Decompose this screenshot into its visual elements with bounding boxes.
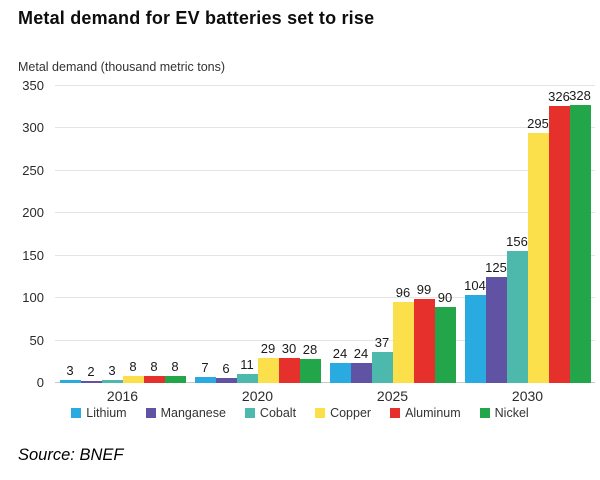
legend-color-swatch [315,408,326,418]
x-tick-label-2030: 2030 [511,388,544,404]
bar-value-label: 156 [506,233,528,249]
bar-value-label: 96 [395,284,411,300]
bar-value-label: 30 [281,340,297,356]
legend-item-nickel: Nickel [479,406,529,420]
bar-lithium-2016: 3 [59,363,81,383]
bar-value-label: 328 [569,87,591,103]
bar-cobalt-2030: 156 [506,234,528,383]
x-tick-label-2016: 2016 [106,388,139,404]
bar-lithium-2030: 104 [464,278,486,383]
legend-label: Aluminum [405,406,461,420]
y-tick-label: 200 [22,205,44,221]
y-tick-label: 250 [22,162,44,178]
y-tick-label: 300 [22,120,44,136]
bar-copper-2025: 96 [392,285,414,383]
gridline-y-50 [55,339,595,341]
bar-value-label: 29 [260,341,276,357]
bar-value-label: 11 [240,356,254,372]
bar-value-label: 104 [464,277,486,293]
gridline-y-300 [55,127,595,129]
bar-group-2025: 24 24 37 96 99 90 [325,282,460,383]
legend-label: Nickel [494,406,529,420]
legend-label: Cobalt [259,406,297,420]
page-title: Metal demand for EV batteries set to ris… [18,8,375,28]
legend-item-lithium: Lithium [71,406,127,420]
bar-value-label: 8 [171,359,179,375]
gridline-y-100 [55,297,595,299]
y-tick-label: 0 [36,375,44,390]
legend-color-swatch [71,408,82,418]
legend-item-cobalt: Cobalt [244,406,297,420]
bar-nickel-2020: 28 [299,342,321,383]
bar-nickel-2025: 90 [434,290,456,383]
legend-color-swatch [244,408,255,418]
y-tick-label: 150 [22,247,44,263]
gridline-y-250 [55,169,595,171]
bar-value-label: 90 [437,289,453,305]
y-tick-label: 50 [29,332,44,348]
gridline-y-200 [55,212,595,214]
legend-item-copper: Copper [315,406,371,420]
bar-aluminum-2020: 30 [278,341,300,383]
legend-item-manganese: Manganese [145,406,226,420]
bar-lithium-2025: 24 [329,346,351,383]
legend-color-swatch [479,408,490,418]
bar-manganese-2030: 125 [485,260,507,383]
x-tick-label-2025: 2025 [376,388,409,404]
bar-value-label: 24 [332,345,348,361]
legend: Lithium Manganese Cobalt Copper Aluminum Nick… [0,406,600,420]
bar-aluminum-2030: 326 [548,89,570,383]
bar-value-label: 6 [222,360,230,376]
bar-manganese-2016: 2 [80,364,102,383]
bar-value-label: 37 [374,334,390,350]
bar-value-label: 99 [416,282,432,297]
bar-value-label: 125 [485,259,507,275]
bar-value-label: 8 [129,359,137,375]
bar-copper-2020: 29 [257,341,279,383]
bar-nickel-2030: 328 [569,88,591,383]
bar-cobalt-2020: 11 [236,357,258,383]
legend-color-swatch [390,408,401,418]
legend-label: Lithium [86,406,127,420]
gridline-y-150 [55,254,595,256]
source-note: Source: BNEF [18,446,124,464]
legend-label: Manganese [160,406,226,420]
bar-manganese-2020: 6 [215,361,237,383]
bar-group-2030: 104 125 156 295 326 328 [460,88,595,383]
bar-aluminum-2016: 8 [143,359,165,383]
legend-item-aluminum: Aluminum [390,406,461,420]
gridline-y-350 [55,85,595,86]
bar-cobalt-2016: 3 [101,363,123,383]
x-tick-label-2020: 2020 [241,388,274,404]
legend-label: Copper [330,406,372,420]
plot-area: 3 2 3 8 8 8 7 6 11 29 30 28 24 24 37 96 99 90 104 125 156 295… [55,85,595,383]
bar-aluminum-2025: 99 [413,282,435,383]
bar-value-label: 295 [527,115,549,131]
legend-color-swatch [145,408,156,418]
bar-value-label: 2 [87,364,95,379]
bar-value-label: 7 [201,360,209,376]
bar-manganese-2025: 24 [350,346,372,383]
bar-value-label: 3 [66,363,74,379]
bar-value-label: 8 [150,359,158,375]
bar-value-label: 24 [353,345,369,361]
bar-nickel-2016: 8 [164,359,186,383]
bar-value-label: 3 [108,363,116,379]
bar-group-2020: 7 6 11 29 30 28 [190,341,325,383]
y-tick-label: 350 [22,78,44,93]
bar-lithium-2020: 7 [194,360,216,383]
gridline-y-0 [55,382,595,383]
bar-value-label: 28 [302,342,318,358]
y-tick-label: 100 [22,290,44,306]
bar-copper-2016: 8 [122,359,144,383]
y-axis-title: Metal demand (thousand metric tons) [18,60,226,74]
bar-value-label: 326 [548,89,570,105]
bar-cobalt-2025: 37 [371,335,393,383]
bar-copper-2030: 295 [527,116,549,383]
